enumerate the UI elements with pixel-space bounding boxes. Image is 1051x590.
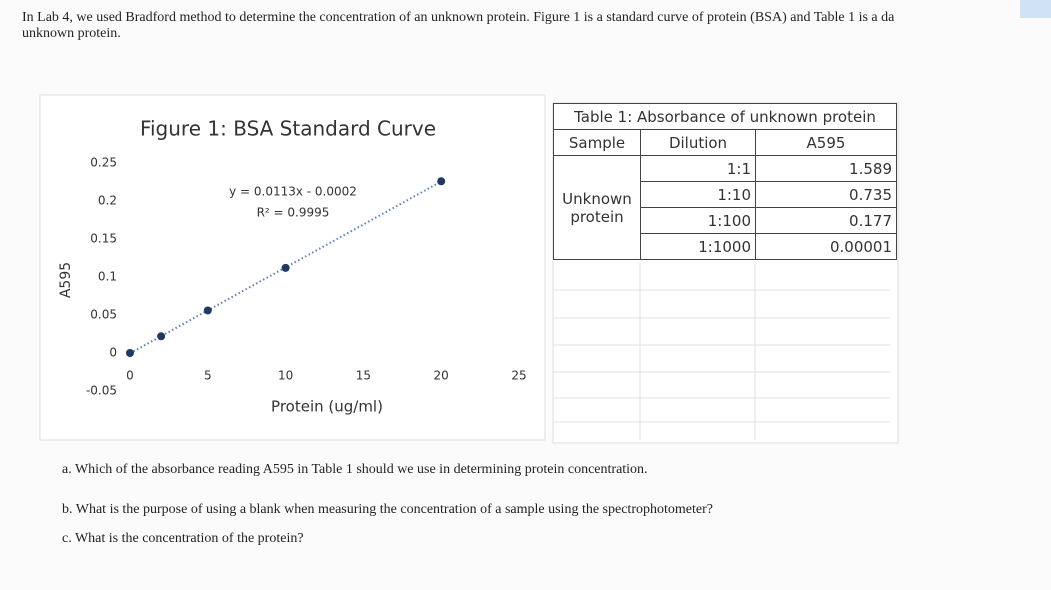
header-cell: Dilution <box>640 129 756 156</box>
x-tick-label: 25 <box>511 369 526 383</box>
absorbance-cell: 0.177 <box>755 207 897 234</box>
y-axis-label: A595 <box>58 262 74 298</box>
absorbance-cell: 0.00001 <box>755 233 897 260</box>
x-axis-label: Protein (ug/ml) <box>271 398 383 416</box>
question: a. Which of the absorbance reading A595 … <box>62 462 648 477</box>
y-tick-label: 0.15 <box>90 232 117 246</box>
r-squared: R² = 0.9995 <box>257 206 330 220</box>
data-table: Table 1: Absorbance of unknown protein S… <box>553 103 897 260</box>
y-tick-label: 0.25 <box>90 156 117 170</box>
data-point <box>157 332 166 341</box>
y-tick-label: 0.05 <box>90 308 117 322</box>
trendline <box>129 180 442 355</box>
data-point <box>281 263 290 272</box>
absorbance-cell: 1.589 <box>755 155 897 182</box>
x-tick-label: 20 <box>434 369 449 383</box>
corner-shade <box>1020 0 1051 18</box>
header-cell: Sample <box>553 129 641 156</box>
sheet-grid <box>553 263 890 440</box>
dilution-cell: 1:1 <box>640 155 756 182</box>
dilution-cell: 1:100 <box>640 207 756 234</box>
x-tick-label: 15 <box>356 369 371 383</box>
y-tick-label: 0.2 <box>98 194 117 208</box>
x-tick-label: 10 <box>278 369 293 383</box>
header-cell: A595 <box>755 129 897 156</box>
table-title: Table 1: Absorbance of unknown protein <box>553 103 897 130</box>
data-point <box>203 306 212 315</box>
sample-cell: Unknown protein <box>553 155 641 260</box>
x-tick-label: 5 <box>204 369 212 383</box>
intro-line: unknown protein. <box>22 26 121 41</box>
y-tick-label: -0.05 <box>86 384 117 398</box>
y-tick-label: 0.1 <box>98 270 117 284</box>
intro-line: In Lab 4, we used Bradford method to det… <box>22 10 895 25</box>
absorbance-cell: 0.735 <box>755 181 897 208</box>
data-point <box>126 349 134 357</box>
dilution-cell: 1:1000 <box>640 233 756 260</box>
y-tick-label: 0 <box>109 346 117 360</box>
chart-frame <box>39 94 546 441</box>
question: b. What is the purpose of using a blank … <box>62 502 713 517</box>
data-point <box>437 177 446 186</box>
chart-title: Figure 1: BSA Standard Curve <box>140 117 436 141</box>
dilution-cell: 1:10 <box>640 181 756 208</box>
equation: y = 0.0113x - 0.0002 <box>229 185 357 199</box>
x-tick-label: 0 <box>126 369 134 383</box>
question: c. What is the concentration of the prot… <box>62 531 304 546</box>
